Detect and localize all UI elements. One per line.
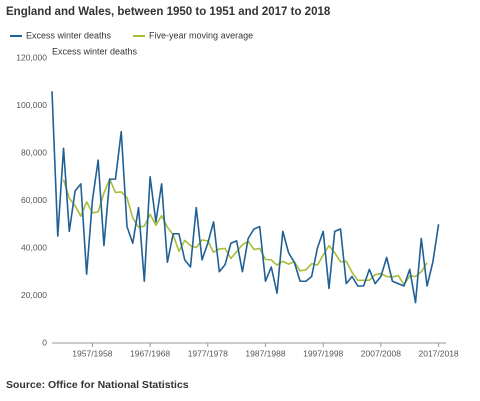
- x-tick-label: 1957/1958: [72, 348, 112, 358]
- x-tick-label: 1997/1998: [303, 348, 343, 358]
- series-line: [51, 91, 440, 304]
- y-tick-label: 40,000: [21, 242, 47, 252]
- y-axis-label: Excess winter deaths: [52, 46, 138, 56]
- y-tick-label: 20,000: [21, 290, 47, 300]
- y-tick-label: 100,000: [16, 100, 47, 110]
- x-tick-label: 1977/1978: [188, 348, 228, 358]
- series-line: [62, 178, 428, 286]
- chart-title: England and Wales, between 1950 to 1951 …: [6, 6, 331, 18]
- x-tick-label: 2017/2018: [418, 348, 458, 358]
- x-tick-label: 1967/1968: [130, 348, 170, 358]
- source: Source: Office for National Statistics: [6, 379, 189, 391]
- x-tick-label: 1987/1988: [245, 348, 285, 358]
- y-tick-label: 0: [42, 337, 47, 347]
- legend-label: Excess winter deaths: [26, 30, 112, 40]
- x-tick-label: 2007/2008: [361, 348, 401, 358]
- y-tick-label: 120,000: [16, 52, 47, 62]
- y-tick-label: 60,000: [21, 195, 47, 205]
- legend-label: Five-year moving average: [149, 30, 253, 40]
- y-tick-label: 80,000: [21, 147, 47, 157]
